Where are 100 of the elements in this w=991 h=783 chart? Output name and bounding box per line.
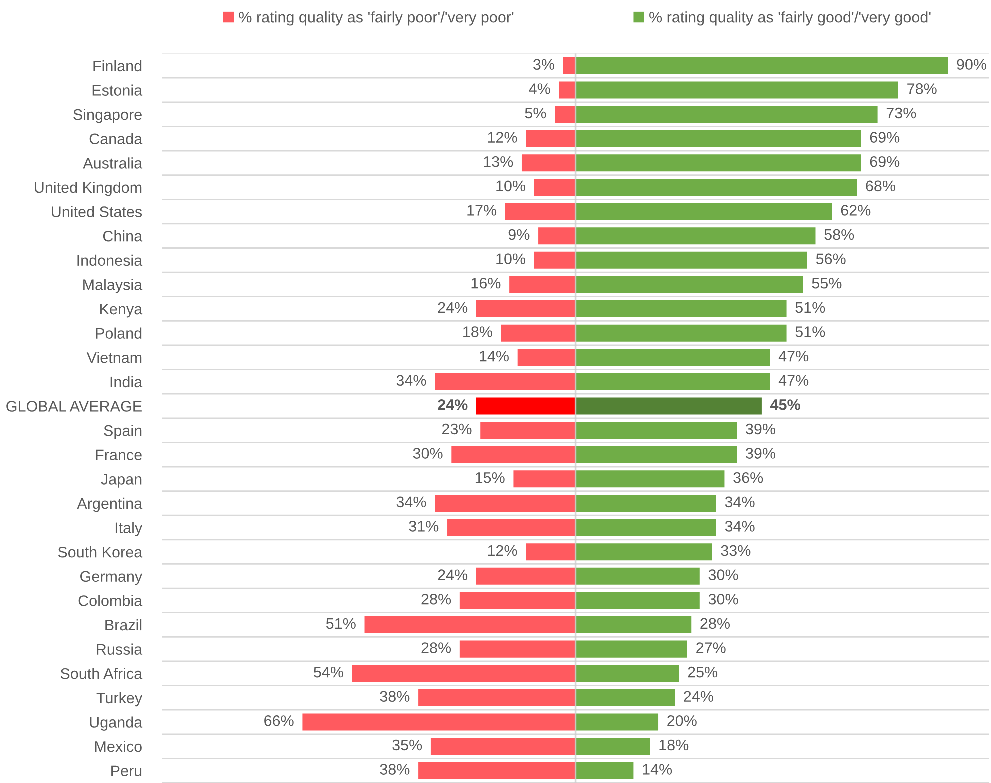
data-label: 56% [816,254,846,264]
y-tick-label: France [96,450,142,461]
y-tick-label: Argentina [77,498,143,512]
data-label: 3% [534,59,554,70]
data-label: 30% [413,448,443,459]
y-tick-label: Kenya [100,304,143,318]
y-tick-label: Spain [104,425,142,440]
data-label: 69% [870,156,900,168]
data-label: 39% [746,448,776,459]
data-label: 28% [700,618,730,630]
data-label: 12% [488,545,518,556]
data-label: 27% [696,642,726,654]
data-label: 34% [396,375,426,386]
y-tick-label: Germany [80,571,143,586]
y-tick-label: Indonesia [78,254,143,266]
data-label: 68% [866,180,896,192]
data-label: 24% [438,570,468,580]
data-label: 13% [484,156,514,168]
legend-label: % rating quality as 'fairly poor'/'very poor' [239,12,514,26]
data-label: 10% [496,180,526,192]
y-tick-label: China [103,230,143,242]
y-tick-label: Brazil [106,619,142,631]
bar [510,276,576,294]
data-label: 73% [886,108,916,119]
y-tick-label: Malaysia [84,279,143,294]
data-label: 54% [314,666,344,678]
data-label: 78% [908,84,937,94]
data-label: 34% [725,521,755,532]
y-tick-label: Russia [97,644,143,655]
data-label: 10% [496,254,526,264]
data-label: 38% [380,764,410,775]
data-label: 9% [508,229,530,240]
data-label: 51% [796,326,826,338]
bar [576,714,659,731]
data-label: 90% [957,59,987,70]
data-label: 47% [778,375,809,386]
data-label: 55% [812,278,842,289]
data-label: 38% [380,691,410,702]
data-label: 28% [422,642,452,654]
data-label: 5% [525,108,546,119]
y-tick-label: Australia [83,158,143,169]
data-label: 31% [409,521,439,532]
bar [563,57,576,74]
data-label: 34% [396,496,426,508]
data-label: 35% [392,740,422,751]
data-label: 14% [480,350,509,362]
legend-label: % rating quality as 'fairly good'/'very good' [650,12,931,26]
y-tick-label: GLOBAL AVERAGE [6,401,142,412]
bar [538,228,576,245]
data-label: 17% [468,205,497,216]
data-label: 23% [442,424,472,435]
bar [534,178,576,196]
data-label: 34% [725,496,755,508]
data-label: 24% [684,691,714,702]
y-tick-label: Singapore [74,109,142,124]
data-label: 18% [464,326,492,338]
data-label: 20% [668,716,697,726]
bar [555,106,576,124]
data-label: 45% [770,400,800,410]
data-label: 24% [438,400,468,410]
y-tick-label: Estonia [92,84,143,96]
data-label: 36% [734,472,764,484]
data-label: 39% [746,424,776,435]
data-label: 66% [264,716,294,726]
data-label: 51% [796,302,826,314]
bar [526,130,576,148]
y-tick-label: Colombia [78,595,143,606]
data-label: 15% [476,472,505,484]
data-label: 30% [708,594,738,605]
y-tick-label: Turkey [96,692,143,707]
data-label: 51% [326,618,356,630]
y-tick-label: Mexico [95,741,142,752]
y-tick-label: United Kingdom [35,182,142,196]
data-label: 47% [778,350,809,362]
y-tick-label: United States [52,206,142,218]
data-label: 4% [529,84,550,94]
y-tick-label: Canada [90,133,143,145]
bar [534,252,576,269]
y-tick-label: South Korea [58,546,143,558]
bar [559,82,576,99]
data-label: 28% [422,594,452,605]
data-label: 12% [488,132,518,143]
y-tick-label: Japan [101,474,142,488]
y-tick-label: Finland [94,60,142,72]
y-tick-label: Poland [96,328,142,340]
bar [505,203,576,220]
bar [522,154,576,172]
data-label: 24% [438,302,468,314]
data-label: 25% [688,666,718,678]
data-label: 62% [841,205,871,216]
bar [518,349,576,366]
y-tick-label: Vietnam [86,352,142,364]
data-label: 18% [660,740,689,751]
data-label: 58% [824,229,854,240]
data-label: 33% [721,545,751,556]
y-tick-label: Italy [116,522,143,536]
y-tick-label: Peru [112,766,142,777]
y-tick-label: South Africa [60,668,143,680]
data-label: 14% [643,764,672,775]
data-label: 69% [870,132,900,143]
